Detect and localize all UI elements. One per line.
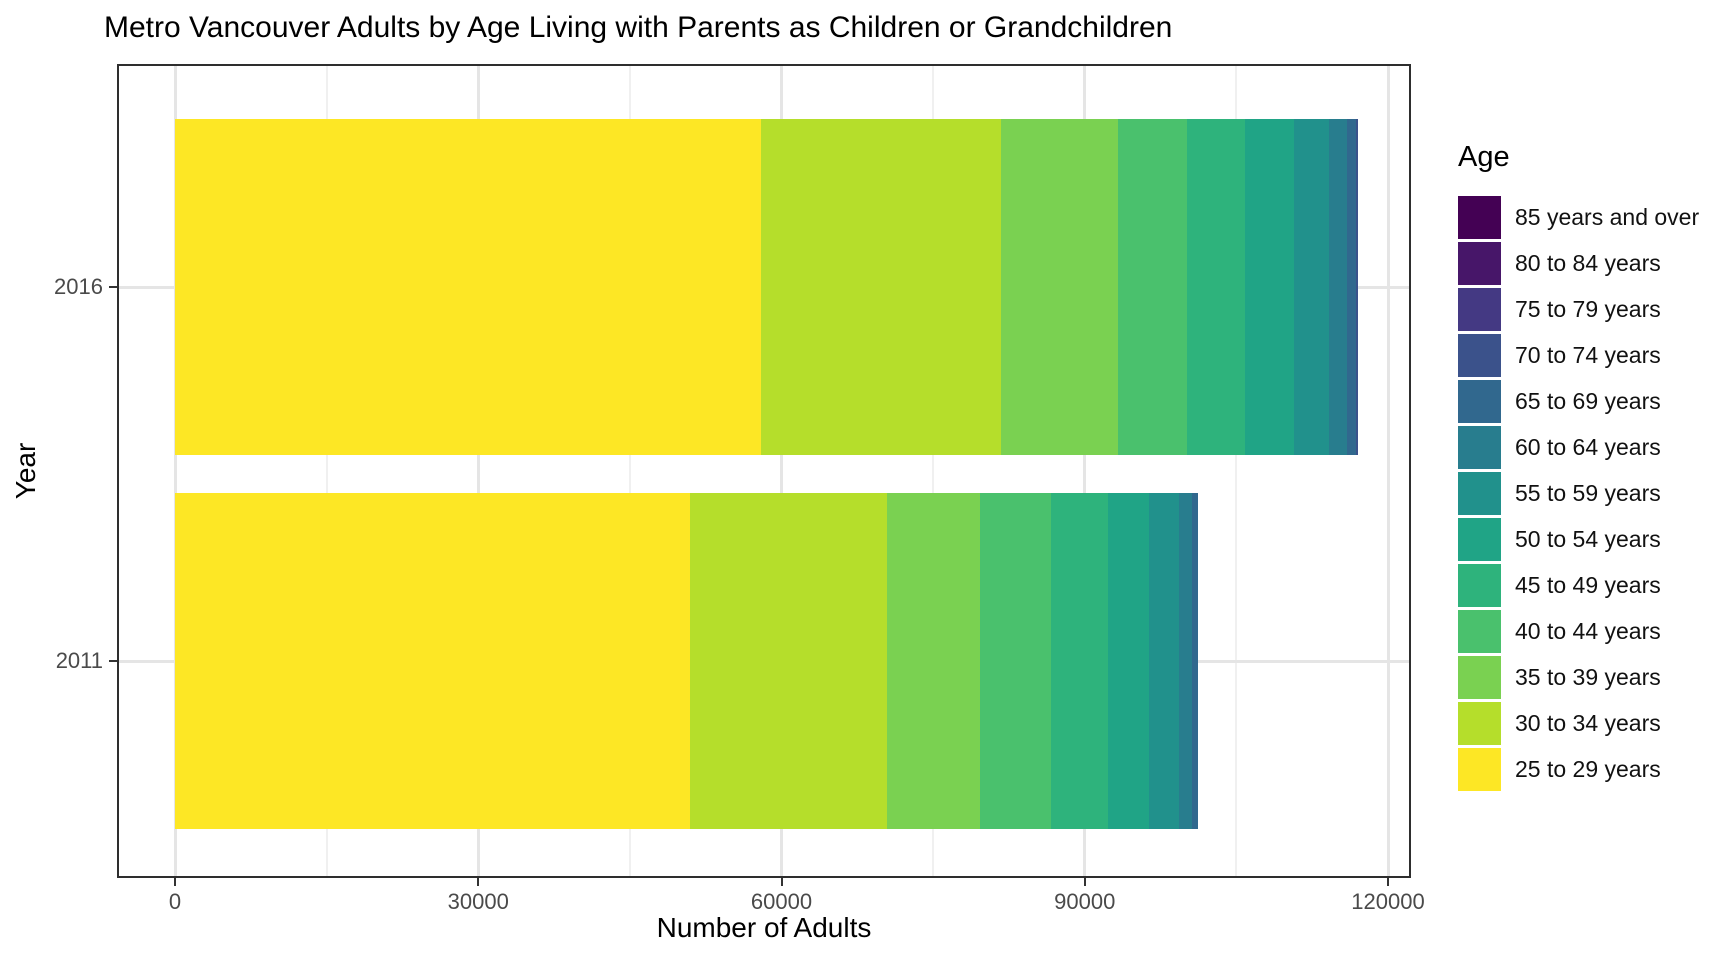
legend-swatch-80-to-84-years [1458,241,1501,285]
bar-segment-2016-40-to-44-years [1118,119,1187,455]
bar-segment-2011-45-to-49-years [1051,493,1108,829]
legend-item-55-to-59-years: 55 to 59 years [1458,470,1699,516]
legend-swatch-50-to-54-years [1458,517,1501,561]
legend-swatch-55-to-59-years [1458,471,1501,515]
bar-segment-2011-50-to-54-years [1107,493,1150,829]
y-axis-tick-label: 2016 [54,274,103,299]
bar-segment-2016-65-to-69-years [1346,119,1356,455]
legend-title: Age [1458,141,1510,173]
legend-swatch-60-to-64-years [1458,425,1501,469]
x-axis-tick-label: 90000 [1054,889,1116,914]
legend-swatch-30-to-34-years [1458,701,1501,745]
legend-item-75-to-79-years: 75 to 79 years [1458,286,1699,332]
legend-item-50-to-54-years: 50 to 54 years [1458,516,1699,562]
bar-segment-2016-30-to-34-years [761,119,1001,455]
y-tick-mark-2016 [109,286,117,288]
x-tick-mark-0 [174,878,176,886]
legend-item-40-to-44-years: 40 to 44 years [1458,608,1699,654]
legend-label: 50 to 54 years [1515,525,1661,552]
legend-swatch-85-years-and-over [1458,195,1501,239]
legend-item-45-to-49-years: 45 to 49 years [1458,562,1699,608]
legend-swatch-45-to-49-years [1458,563,1501,607]
bar-segment-2011-40-to-44-years [979,493,1052,829]
legend-label: 30 to 34 years [1515,709,1661,736]
gridline-major-x-120000 [1386,64,1390,878]
legend-label: 40 to 44 years [1515,617,1661,644]
legend-label: 55 to 59 years [1515,479,1661,506]
legend-swatch-40-to-44-years [1458,609,1501,653]
y-axis-title: Year [10,442,41,500]
legend-swatch-75-to-79-years [1458,287,1501,331]
x-tick-mark-30000 [477,878,480,886]
legend-label: 65 to 69 years [1515,387,1661,414]
x-axis-tick-label: 0 [168,889,182,914]
bar-segment-2011-55-to-59-years [1149,493,1179,829]
legend-swatch-65-to-69-years [1458,379,1501,423]
legend-item-35-to-39-years: 35 to 39 years [1458,654,1699,700]
legend-items: 85 years and over 80 to 84 years 75 to 79 … [1458,194,1699,792]
x-axis-title: Number of Adults [656,912,872,943]
legend-swatch-70-to-74-years [1458,333,1501,377]
legend-item-70-to-74-years: 70 to 74 years [1458,332,1699,378]
gridline-minor-x-75000 [932,64,935,878]
x-axis-tick-label: 60000 [750,889,813,914]
legend-item-60-to-64-years: 60 to 64 years [1458,424,1699,470]
x-tick-mark-90000 [1083,878,1086,886]
legend: Age 85 years and over 80 to 84 years 75 to… [1458,140,1699,792]
chart-title: Metro Vancouver Adults by Age Living wit… [104,11,1173,44]
legend-item-80-to-84-years: 80 to 84 years [1458,240,1699,286]
legend-label: 35 to 39 years [1515,663,1661,690]
legend-label: 45 to 49 years [1515,571,1661,598]
x-tick-mark-60000 [780,878,783,886]
gridline-major-x-90000 [1083,64,1087,878]
bar-2016 [175,119,1358,455]
legend-swatch-35-to-39-years [1458,655,1501,699]
bar-segment-2016-25-to-29-years [175,119,762,455]
bar-segment-2016-55-to-59-years [1293,119,1330,455]
legend-label: 85 years and over [1515,203,1700,230]
bar-segment-2011-25-to-29-years [175,493,690,829]
gridline-minor-x-105000 [1235,64,1238,878]
gridline-major-x-60000 [780,64,783,878]
legend-label: 70 to 74 years [1515,341,1661,368]
legend-item-85-years-and-over: 85 years and over [1458,194,1699,240]
legend-label: 80 to 84 years [1515,249,1661,276]
y-axis-tick-label: 2011 [55,648,103,673]
gridline-minor-x-45000 [628,64,631,878]
legend-item-25-to-29-years: 25 to 29 years [1458,746,1699,792]
x-tick-mark-120000 [1387,878,1389,886]
bar-segment-2016-70-to-74-years [1355,119,1358,455]
legend-swatch-25-to-29-years [1458,747,1501,791]
legend-item-30-to-34-years: 30 to 34 years [1458,700,1699,746]
bar-segment-2016-60-to-64-years [1329,119,1347,455]
gridline-major-x-30000 [476,64,480,878]
bar-2011 [175,493,1198,829]
bar-segment-2016-45-to-49-years [1186,119,1246,455]
bar-segment-2011-65-to-69-years [1191,493,1198,829]
plot-panel [117,64,1411,878]
y-tick-mark-2011 [109,660,117,662]
bar-segment-2011-30-to-34-years [689,493,887,829]
bar-segment-2011-35-to-39-years [886,493,980,829]
x-axis-tick-label: 120000 [1351,889,1425,914]
legend-label: 25 to 29 years [1515,755,1661,782]
bar-segment-2011-60-to-64-years [1178,493,1192,829]
legend-item-65-to-69-years: 65 to 69 years [1458,378,1699,424]
bar-segment-2016-35-to-39-years [1000,119,1119,455]
x-axis-tick-label: 30000 [447,889,509,914]
gridline-major-x-0 [173,64,177,878]
gridline-minor-x-15000 [325,64,328,878]
bar-segment-2016-50-to-54-years [1245,119,1294,455]
legend-label: 60 to 64 years [1515,433,1661,460]
legend-label: 75 to 79 years [1515,295,1661,322]
